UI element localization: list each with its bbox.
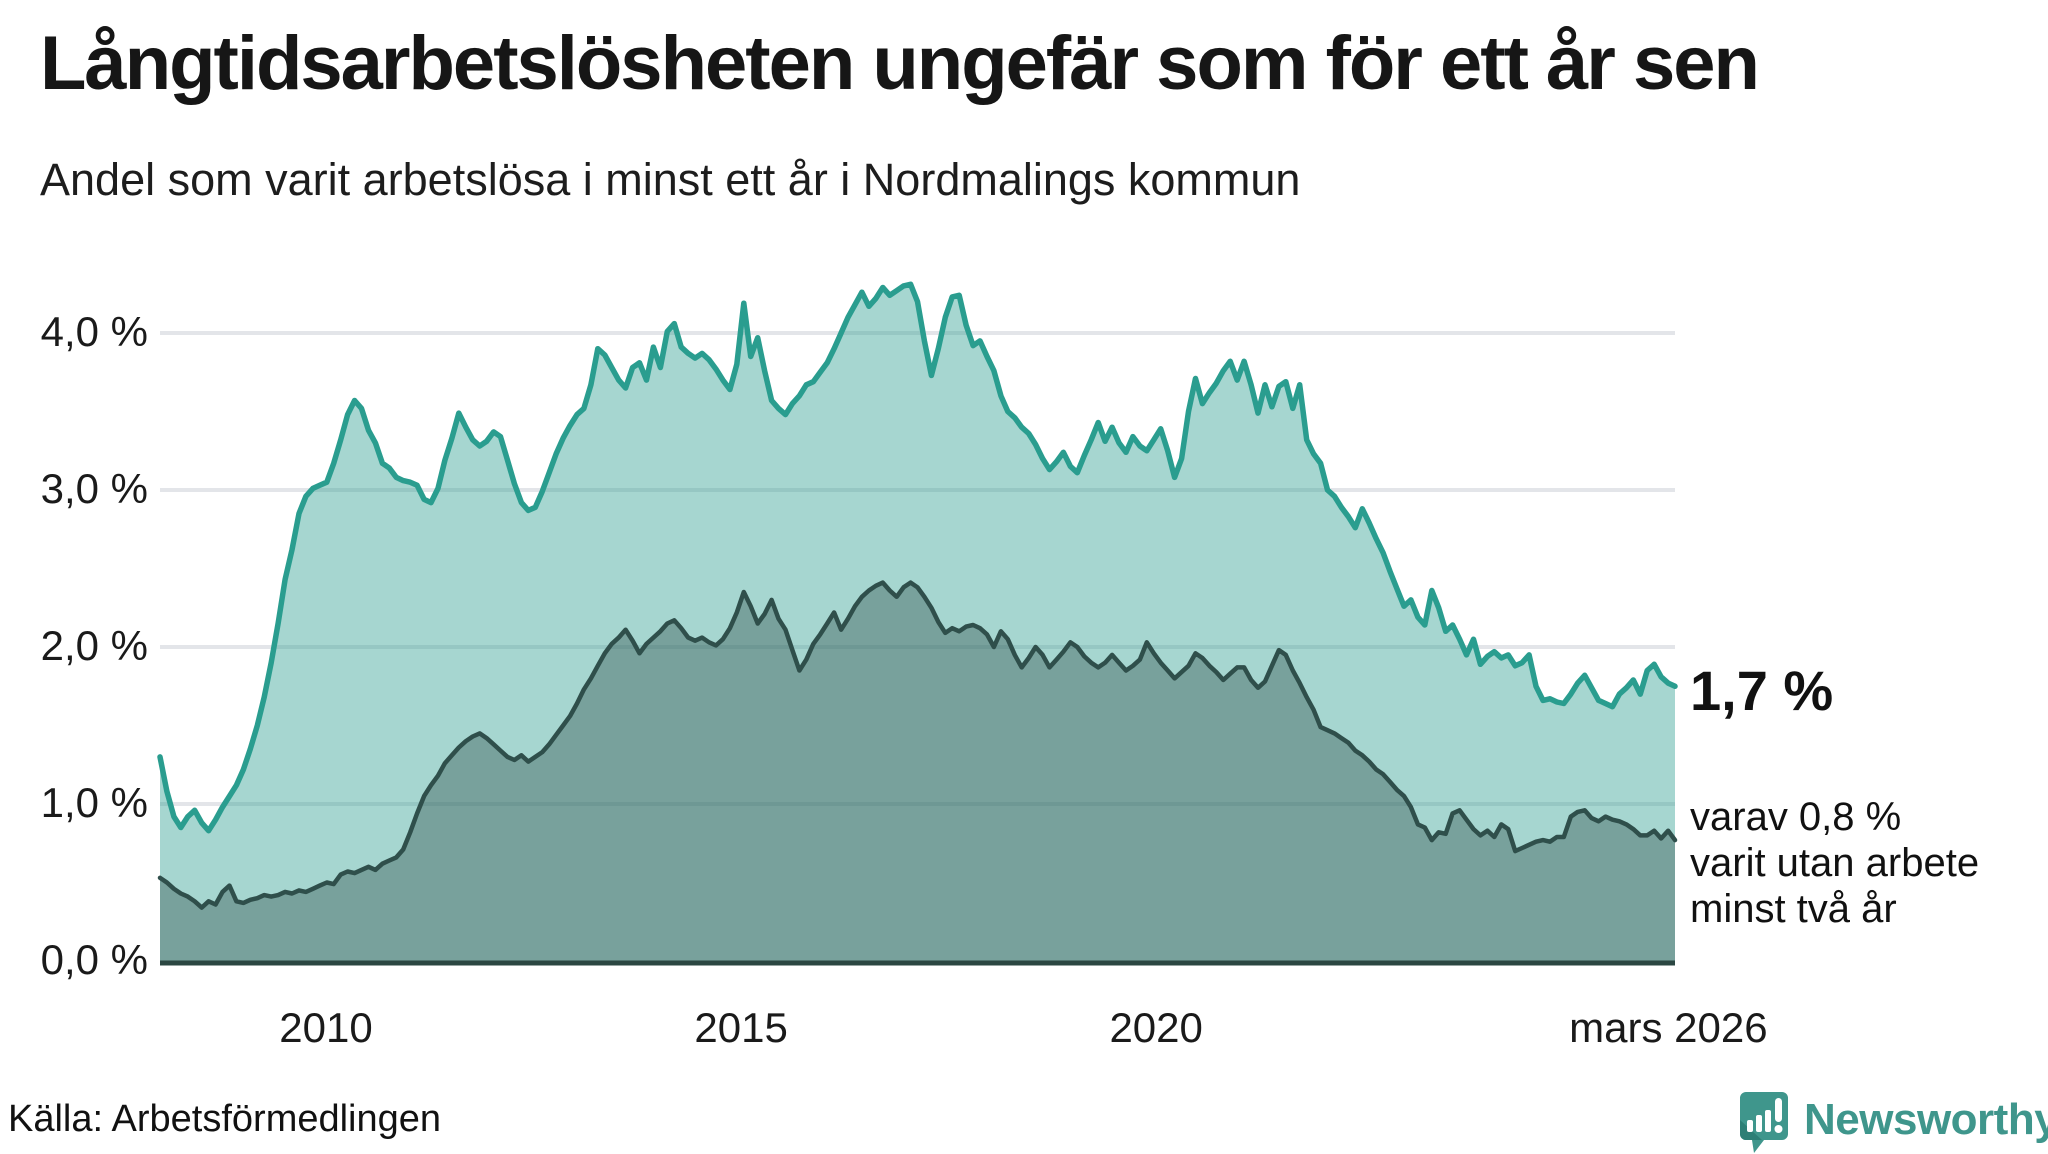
x-tick-label: mars 2026 [1569, 1004, 1768, 1051]
page-subtitle: Andel som varit arbetslösa i minst ett å… [40, 154, 1301, 205]
x-tick-label: 2020 [1109, 1004, 1203, 1051]
newsworthy-wordmark: Newsworthy [1804, 1095, 2048, 1144]
source-note: Källa: Arbetsförmedlingen [8, 1098, 442, 1140]
y-tick-label: 2,0 % [40, 622, 148, 669]
y-tick-label: 4,0 % [40, 308, 148, 355]
y-tick-label: 1,0 % [40, 779, 148, 826]
y-tick-label: 3,0 % [40, 465, 148, 512]
annotation-line: varav 0,8 % [1690, 795, 1902, 839]
line-at-least-two-years [157, 580, 1678, 910]
latest-value-label: 1,7 % [1690, 659, 1834, 722]
newsworthy-bubble-icon [1740, 1092, 1788, 1153]
x-tick-label: 2010 [279, 1004, 373, 1051]
line-at-least-one-year [157, 281, 1678, 834]
annotation-line: varit utan arbete [1690, 841, 1980, 885]
newsworthy-logo: Newsworthy [1738, 1090, 2048, 1154]
two-year-annotation: varav 0,8 % varit utan arbete minst två … [1690, 794, 1979, 932]
x-tick-label: 2015 [694, 1004, 788, 1051]
area-at-least-one-year [160, 284, 1675, 961]
y-tick-label: 0,0 % [40, 936, 148, 983]
page-title: Långtidsarbetslösheten ungefär som för e… [40, 21, 1760, 106]
annotation-line: minst två år [1690, 887, 1897, 931]
